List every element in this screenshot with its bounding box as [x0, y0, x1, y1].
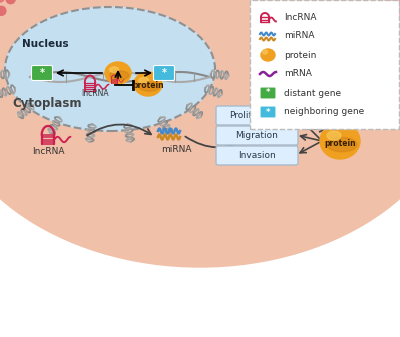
Ellipse shape [139, 78, 149, 83]
Text: Cytoplasm: Cytoplasm [12, 97, 82, 110]
FancyBboxPatch shape [260, 87, 276, 99]
Text: Proliferation: Proliferation [230, 111, 284, 120]
Text: mRNA: mRNA [284, 69, 312, 79]
Text: protein: protein [324, 139, 356, 148]
Ellipse shape [139, 82, 160, 91]
Circle shape [0, 6, 6, 16]
Text: miRNA: miRNA [161, 145, 191, 154]
FancyBboxPatch shape [154, 65, 174, 81]
Ellipse shape [110, 67, 119, 72]
Text: protein: protein [284, 51, 316, 60]
Ellipse shape [0, 0, 400, 267]
Text: *: * [266, 89, 270, 97]
FancyBboxPatch shape [32, 65, 52, 81]
Text: Migration: Migration [236, 130, 278, 140]
Ellipse shape [320, 123, 360, 159]
Text: distant gene: distant gene [284, 89, 341, 97]
Text: *: * [162, 68, 166, 78]
Text: Invasion: Invasion [238, 151, 276, 159]
Circle shape [385, 0, 394, 4]
Ellipse shape [262, 50, 268, 54]
Text: lncRNA: lncRNA [284, 12, 316, 22]
Text: protein: protein [132, 82, 164, 91]
FancyBboxPatch shape [216, 126, 298, 145]
Ellipse shape [261, 49, 275, 61]
Ellipse shape [110, 71, 129, 80]
FancyBboxPatch shape [216, 106, 298, 125]
Text: neighboring gene: neighboring gene [284, 108, 364, 117]
Circle shape [395, 0, 400, 2]
Ellipse shape [134, 72, 162, 96]
FancyBboxPatch shape [216, 146, 298, 165]
FancyBboxPatch shape [260, 106, 276, 118]
Text: lncRNA: lncRNA [32, 147, 64, 156]
Ellipse shape [105, 62, 131, 84]
Ellipse shape [327, 137, 357, 152]
Circle shape [6, 0, 15, 4]
FancyBboxPatch shape [250, 0, 399, 129]
Text: mRNA: mRNA [264, 147, 292, 156]
Text: *: * [266, 108, 270, 117]
Text: Nucleus: Nucleus [22, 39, 69, 49]
Circle shape [0, 0, 5, 2]
Circle shape [394, 6, 400, 16]
Ellipse shape [5, 7, 215, 131]
Ellipse shape [327, 131, 341, 140]
Text: miRNA: miRNA [284, 31, 314, 40]
Text: *: * [40, 68, 44, 78]
Text: lncRNA: lncRNA [81, 89, 109, 98]
